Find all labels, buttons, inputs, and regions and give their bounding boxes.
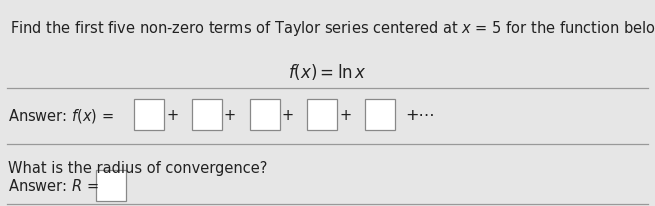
Text: +: + [339, 108, 351, 123]
FancyBboxPatch shape [250, 100, 280, 131]
Text: $f(x) = \ln x$: $f(x) = \ln x$ [288, 62, 367, 82]
FancyBboxPatch shape [96, 170, 126, 201]
Text: +: + [166, 108, 178, 123]
FancyBboxPatch shape [307, 100, 337, 131]
FancyBboxPatch shape [134, 100, 164, 131]
Text: Answer: $R$ =: Answer: $R$ = [8, 177, 99, 193]
Text: Answer: $f(x)$ =: Answer: $f(x)$ = [8, 107, 114, 124]
FancyBboxPatch shape [192, 100, 222, 131]
Text: +⋯: +⋯ [405, 108, 434, 123]
Text: What is the radius of convergence?: What is the radius of convergence? [8, 161, 267, 176]
Text: +: + [224, 108, 236, 123]
FancyBboxPatch shape [365, 100, 395, 131]
Text: +: + [282, 108, 293, 123]
Text: Find the first five non-zero terms of Taylor series centered at $x$ = 5 for the : Find the first five non-zero terms of Ta… [10, 19, 655, 37]
